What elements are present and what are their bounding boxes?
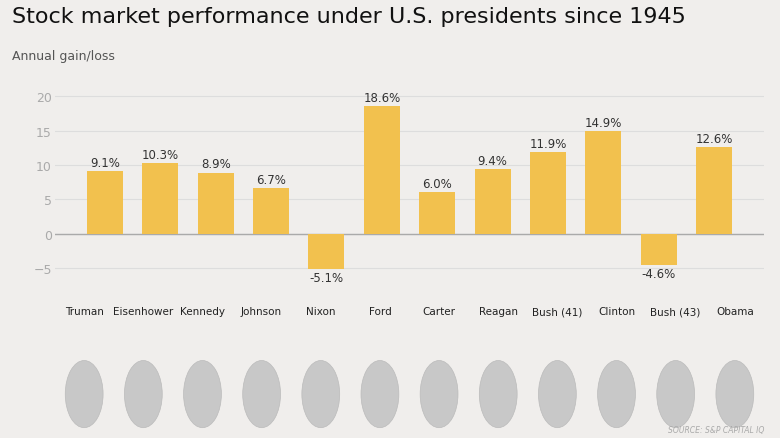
Text: Eisenhower: Eisenhower bbox=[113, 307, 173, 317]
Text: Johnson: Johnson bbox=[241, 307, 282, 317]
Text: 6.0%: 6.0% bbox=[422, 178, 452, 191]
Text: 10.3%: 10.3% bbox=[142, 148, 179, 162]
Text: -5.1%: -5.1% bbox=[310, 271, 343, 284]
Ellipse shape bbox=[716, 361, 753, 427]
Text: Annual gain/loss: Annual gain/loss bbox=[12, 50, 115, 64]
Ellipse shape bbox=[124, 361, 162, 427]
Bar bbox=[142, 163, 179, 234]
Bar bbox=[585, 132, 622, 234]
Ellipse shape bbox=[420, 361, 458, 427]
Text: 12.6%: 12.6% bbox=[696, 133, 733, 146]
Ellipse shape bbox=[538, 361, 576, 427]
Text: 9.1%: 9.1% bbox=[90, 157, 120, 170]
Bar bbox=[530, 152, 566, 234]
Text: Kennedy: Kennedy bbox=[180, 307, 225, 317]
Text: Obama: Obama bbox=[716, 307, 753, 317]
Ellipse shape bbox=[361, 361, 399, 427]
Ellipse shape bbox=[657, 361, 695, 427]
Ellipse shape bbox=[479, 361, 517, 427]
Text: Bush (41): Bush (41) bbox=[532, 307, 583, 317]
Bar bbox=[696, 148, 732, 234]
Text: 6.7%: 6.7% bbox=[256, 173, 286, 186]
Ellipse shape bbox=[243, 361, 281, 427]
Text: 18.6%: 18.6% bbox=[363, 92, 400, 105]
Text: Truman: Truman bbox=[65, 307, 104, 317]
Bar bbox=[197, 173, 234, 234]
Ellipse shape bbox=[66, 361, 103, 427]
Text: 9.4%: 9.4% bbox=[477, 155, 508, 168]
Text: 14.9%: 14.9% bbox=[585, 117, 622, 130]
Text: 11.9%: 11.9% bbox=[530, 138, 566, 151]
Text: Stock market performance under U.S. presidents since 1945: Stock market performance under U.S. pres… bbox=[12, 7, 686, 27]
Bar bbox=[87, 172, 123, 234]
Text: 8.9%: 8.9% bbox=[200, 158, 231, 171]
Ellipse shape bbox=[597, 361, 636, 427]
Text: Nixon: Nixon bbox=[306, 307, 335, 317]
Bar bbox=[308, 234, 345, 269]
Ellipse shape bbox=[302, 361, 340, 427]
Text: SOURCE: S&P CAPITAL IQ: SOURCE: S&P CAPITAL IQ bbox=[668, 424, 764, 434]
Bar bbox=[474, 170, 511, 234]
Text: Reagan: Reagan bbox=[479, 307, 518, 317]
Text: Clinton: Clinton bbox=[598, 307, 635, 317]
Text: Carter: Carter bbox=[423, 307, 456, 317]
Text: Ford: Ford bbox=[368, 307, 392, 317]
Bar bbox=[640, 234, 677, 266]
Bar bbox=[253, 188, 289, 234]
Bar bbox=[363, 106, 400, 234]
Bar bbox=[419, 193, 456, 234]
Ellipse shape bbox=[183, 361, 222, 427]
Text: Bush (43): Bush (43) bbox=[651, 307, 701, 317]
Text: -4.6%: -4.6% bbox=[642, 268, 676, 281]
